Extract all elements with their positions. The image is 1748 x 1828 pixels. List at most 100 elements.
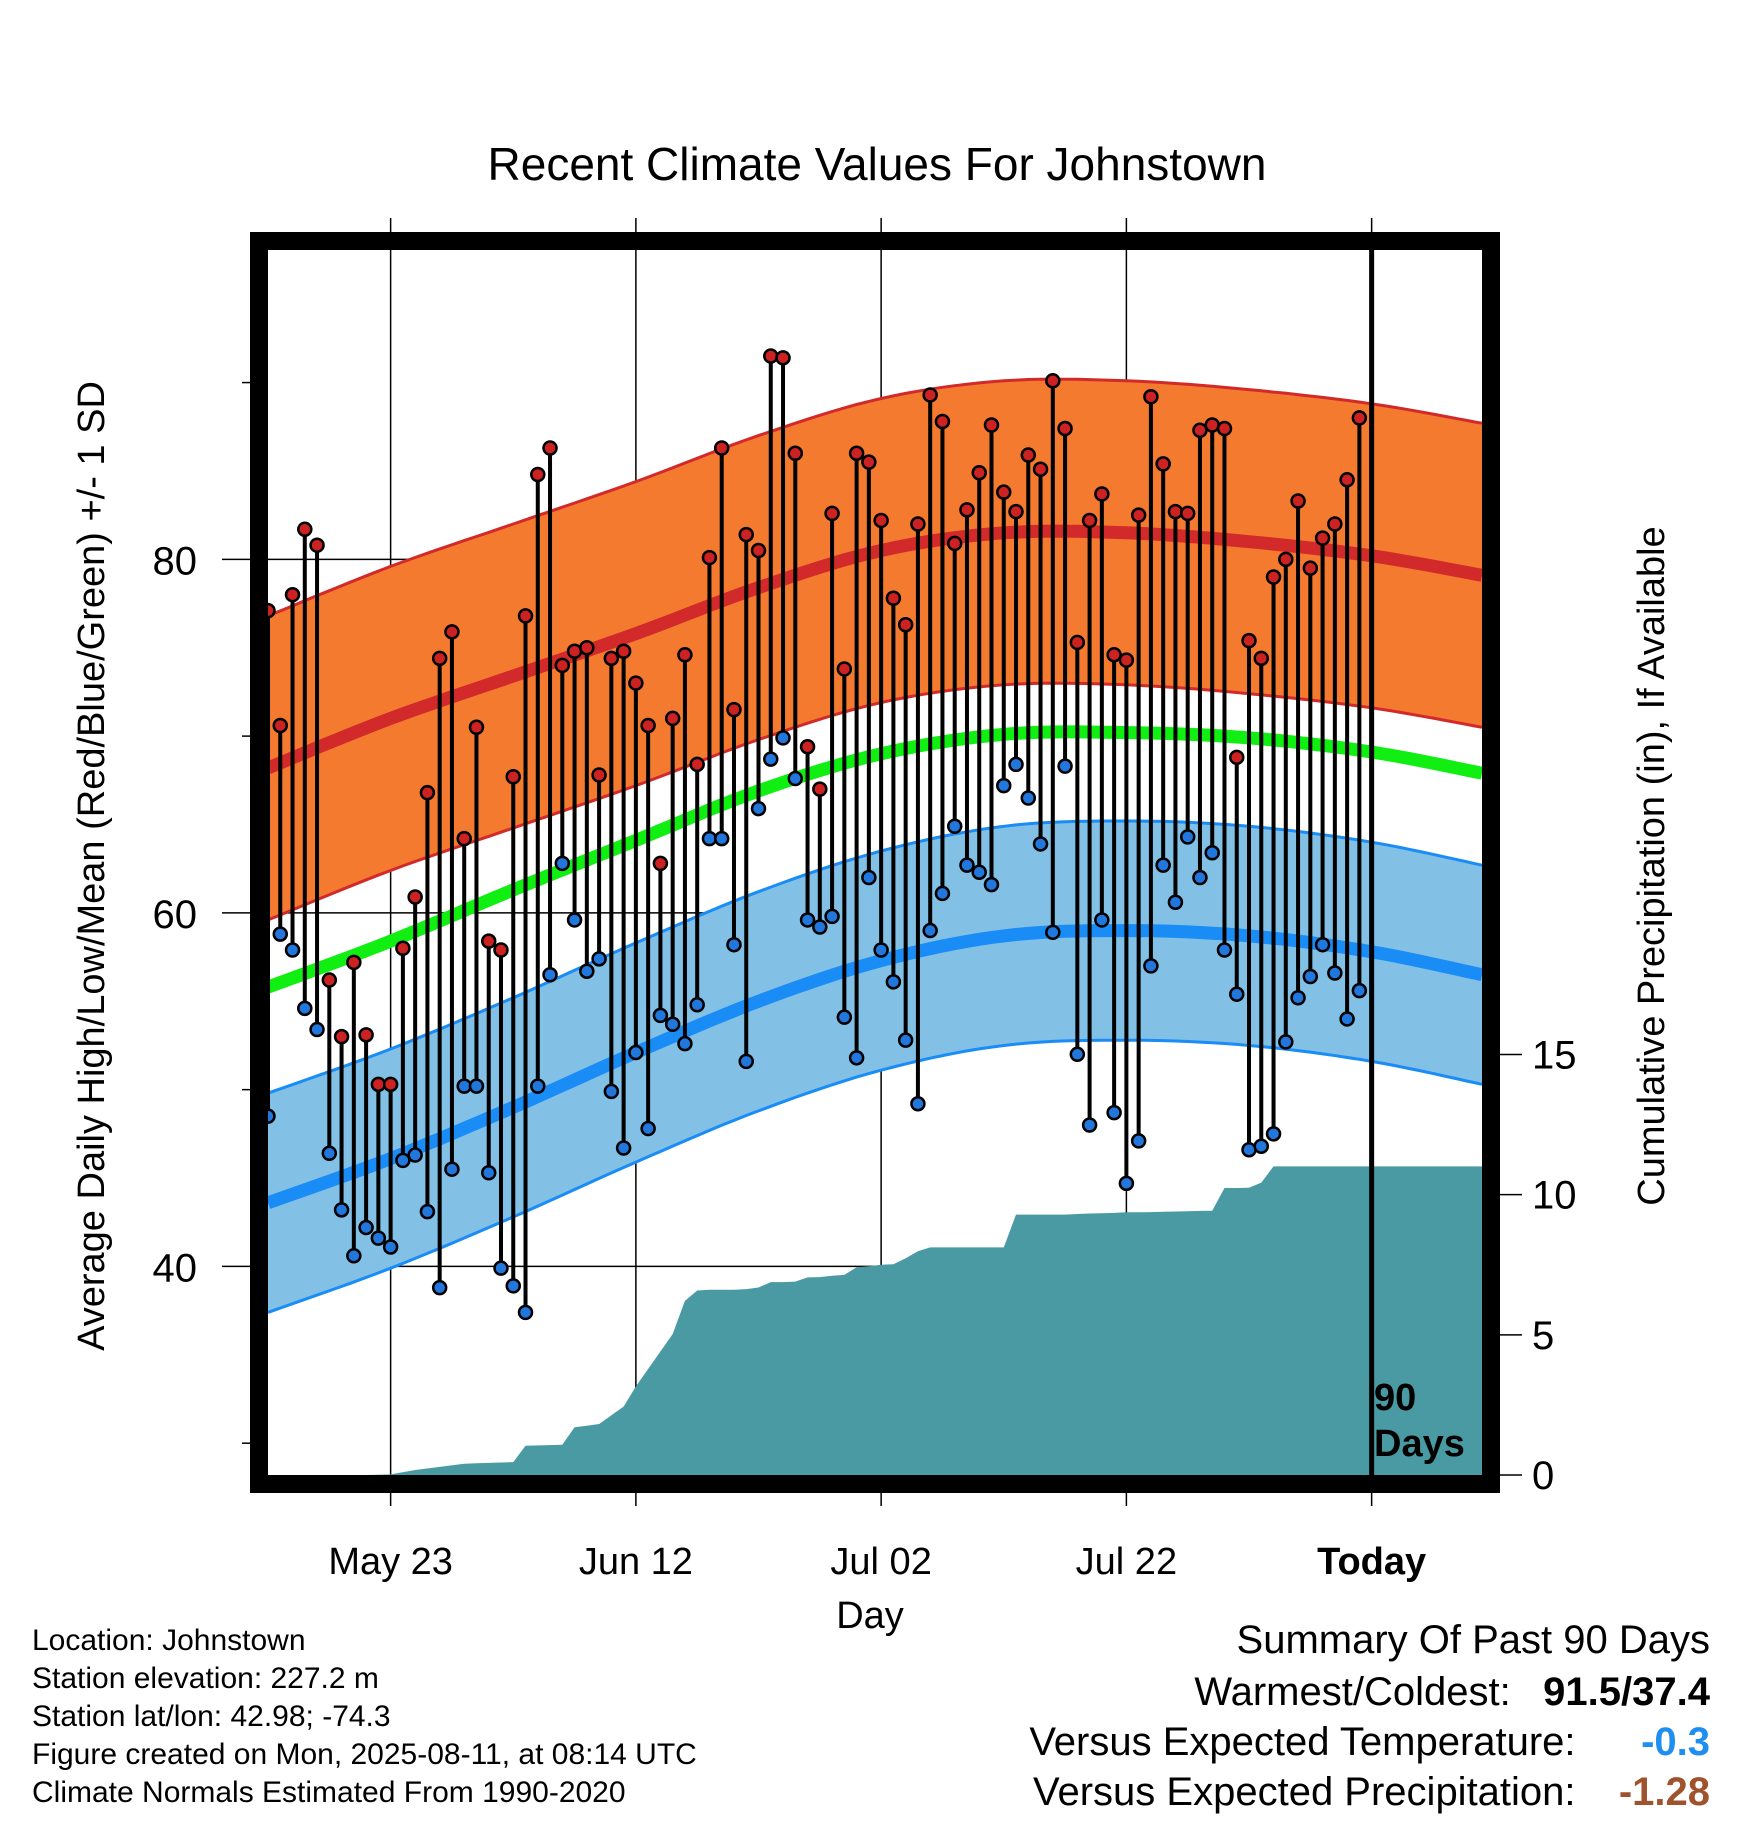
high-temp-point [946, 535, 963, 552]
low-temp-point [1339, 1011, 1355, 1027]
warm-cold-value: 91.5/37.4 [1543, 1670, 1710, 1714]
high-temp-point [861, 454, 877, 470]
y2-tick-label: 5 [1532, 1314, 1554, 1358]
high-temp-point [959, 502, 975, 518]
low-temp-point [1155, 857, 1171, 873]
low-temp-point [1069, 1046, 1086, 1063]
station-info: Location: Johnstown Station elevation: 2… [32, 1622, 697, 1812]
low-temp-point [1167, 894, 1184, 911]
high-temp-point [824, 505, 840, 522]
high-temp-point [542, 440, 558, 456]
high-temp-point [530, 466, 546, 483]
high-temp-point [1032, 461, 1049, 477]
high-temp-point [321, 972, 338, 988]
low-temp-point [591, 951, 607, 967]
high-temp-point [505, 769, 522, 785]
high-temp-point [689, 756, 705, 773]
high-temp-point [971, 464, 987, 481]
low-temp-point [358, 1219, 374, 1236]
low-temp-point [517, 1304, 534, 1321]
high-temp-point [346, 954, 362, 971]
low-temp-point [971, 864, 987, 880]
low-temp-point [542, 966, 558, 983]
high-temp-point [738, 526, 754, 543]
today-label-line2: Days [1374, 1423, 1465, 1465]
low-temp-point [1327, 965, 1343, 981]
summary-warm-cold: Warmest/Coldest: 91.5/37.4 [1194, 1670, 1710, 1715]
low-temp-point [1032, 836, 1049, 852]
low-temp-point [861, 869, 877, 886]
low-temp-point [787, 770, 804, 787]
low-temp-point [689, 997, 705, 1013]
daily-dots [260, 348, 1368, 1321]
low-temp-point [934, 885, 951, 902]
low-temp-point [848, 1050, 865, 1066]
high-temp-point [554, 657, 571, 674]
created-text: Figure created on Mon, 2025-08-11, at 08… [32, 1738, 697, 1771]
low-temp-point [628, 1044, 644, 1061]
high-temp-point [517, 608, 534, 624]
low-temp-point [959, 857, 975, 873]
high-temp-point [1241, 632, 1257, 649]
high-temp-point [812, 781, 828, 797]
high-temp-point [885, 590, 902, 606]
high-temp-point [1302, 560, 1319, 576]
high-temp-point [996, 484, 1012, 500]
high-temp-point [1351, 410, 1368, 426]
x-tick-label: Jul 02 [830, 1541, 931, 1583]
high-temp-point [726, 701, 742, 718]
y-axis-label: Average Daily High/Low/Mean (Red/Blue/Gr… [71, 381, 113, 1351]
summary-temp: Versus Expected Temperature: -0.3 [1029, 1720, 1710, 1765]
low-temp-point [1094, 912, 1110, 928]
low-temp-point [677, 1035, 693, 1052]
low-temp-point [1045, 924, 1061, 941]
high-temp-point [1216, 420, 1233, 437]
low-temp-point [1265, 1126, 1282, 1142]
high-temp-point [358, 1027, 374, 1043]
low-temp-point [346, 1248, 362, 1264]
precip-value: -1.28 [1618, 1770, 1710, 1814]
x-tick-label: Jun 12 [579, 1541, 693, 1583]
low-temp-point [579, 963, 595, 979]
temp-value: -0.3 [1641, 1720, 1710, 1764]
high-temp-point [297, 521, 313, 538]
y2-tick-label: 15 [1532, 1034, 1577, 1078]
low-temp-point [652, 1007, 669, 1024]
high-temp-point [382, 1076, 399, 1093]
low-temp-point [297, 1000, 313, 1017]
low-temp-point [1130, 1133, 1147, 1149]
high-temp-point [1106, 647, 1122, 663]
high-temp-point [873, 512, 889, 529]
today-label-line1: 90 [1374, 1377, 1416, 1419]
high-temp-point [628, 675, 644, 691]
x-tick-label: May 23 [328, 1541, 453, 1583]
low-temp-point [382, 1239, 399, 1255]
temp-label: Versus Expected Temperature: [1029, 1720, 1576, 1764]
high-temp-point [934, 413, 951, 430]
high-temp-point [591, 767, 607, 783]
precip-area [268, 1166, 1482, 1475]
low-temp-point [1057, 758, 1073, 774]
high-temp-point [333, 1028, 350, 1045]
low-temp-point [1351, 982, 1368, 999]
high-temp-point [677, 647, 693, 663]
latlon-text: Station lat/lon: 42.98; -74.3 [32, 1700, 391, 1733]
low-temp-point [272, 926, 289, 942]
low-temp-point [407, 1147, 423, 1163]
low-temp-point [873, 942, 889, 958]
low-temp-point [1228, 986, 1245, 1002]
high-temp-point [1094, 486, 1110, 502]
low-temp-point [983, 876, 1000, 893]
high-temp-point [272, 717, 289, 734]
high-temp-point [983, 417, 1000, 433]
low-temp-point [1020, 790, 1037, 806]
low-temp-point [824, 908, 840, 925]
high-temp-point [603, 650, 620, 667]
location-text: Location: Johnstown [32, 1624, 306, 1657]
normals-text: Climate Normals Estimated From 1990-2020 [32, 1776, 626, 1809]
high-temp-point [431, 650, 448, 667]
low-temp-point [468, 1078, 485, 1094]
y2-tick-label: 10 [1532, 1174, 1577, 1218]
chart-title: Recent Climate Values For Johnstown [488, 138, 1267, 190]
low-temp-point [431, 1279, 448, 1296]
